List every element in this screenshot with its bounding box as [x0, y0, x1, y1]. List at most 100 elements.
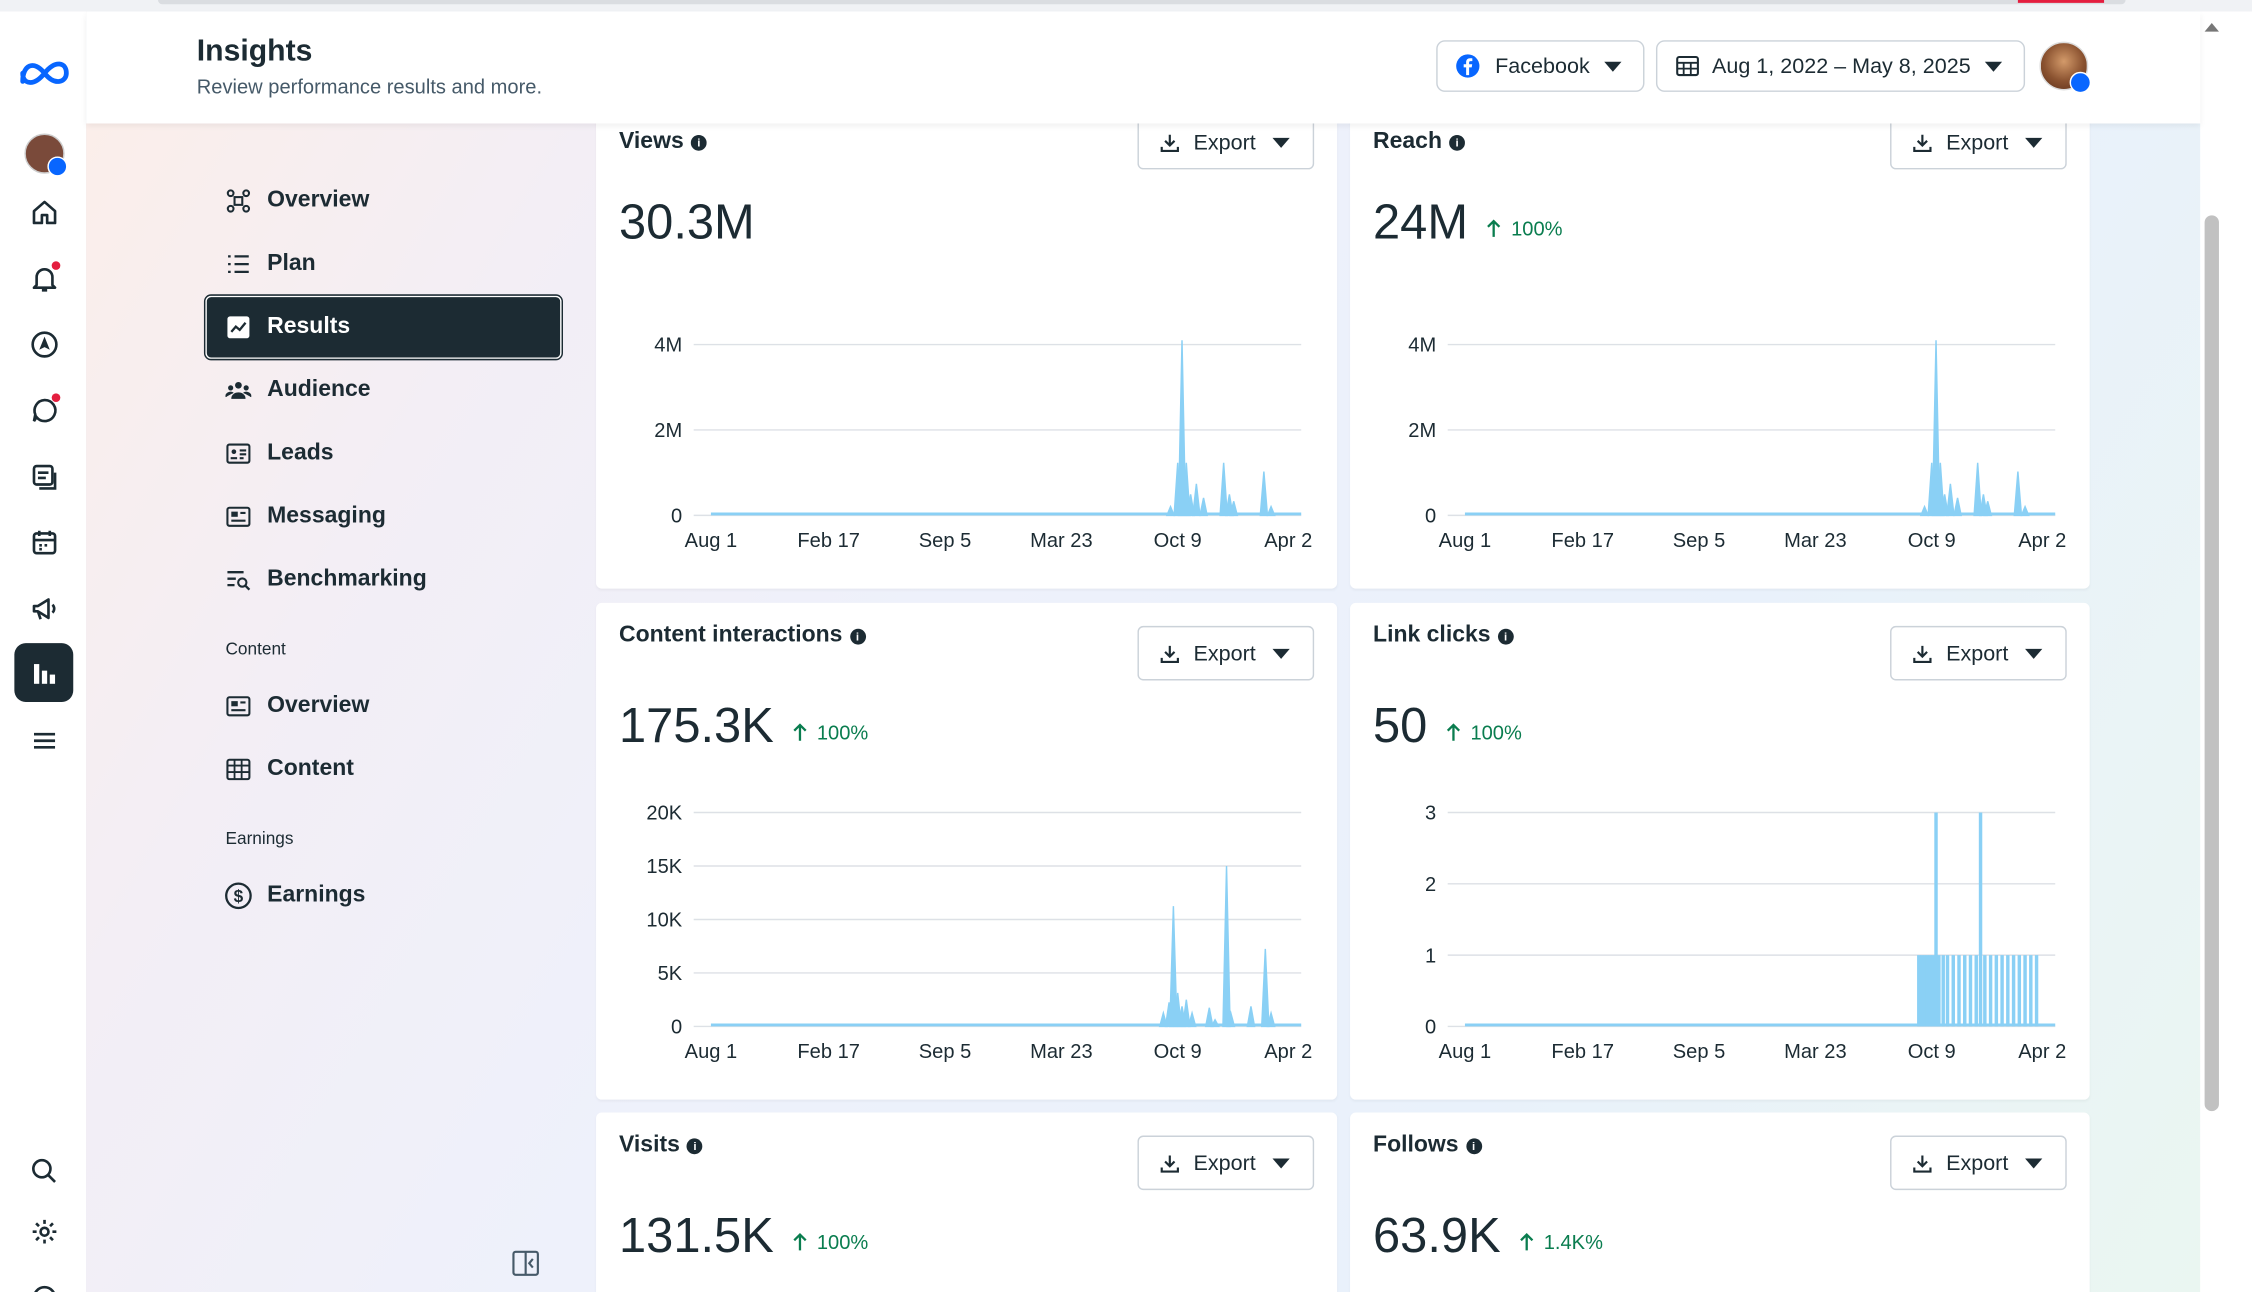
- export-button[interactable]: Export: [1890, 1135, 2067, 1191]
- card-value: 50 100%: [1373, 699, 1522, 755]
- link-clicks-chart: 0 1 2 3 Aug 1 Feb 17 Sep 5 Mar 23 Oct 9 Apr 2: [1425, 803, 2066, 1063]
- scroll-up-arrow-icon[interactable]: [2204, 22, 2219, 32]
- info-icon[interactable]: i: [1449, 134, 1465, 151]
- download-icon: [1160, 645, 1179, 663]
- bar-mark: [1917, 955, 1921, 1027]
- bar-mark: [1963, 955, 1967, 1027]
- scrollbar-thumb[interactable]: [2204, 215, 2219, 1112]
- y-tick-label: 1: [1425, 945, 1436, 967]
- delta-badge: 100%: [1445, 721, 1522, 744]
- bar-mark: [2034, 955, 2039, 1027]
- x-tick-label: Oct 9: [1908, 530, 1956, 552]
- nav-item-label: Results: [267, 314, 351, 339]
- vertical-scrollbar[interactable]: [2200, 11, 2224, 1292]
- search-icon[interactable]: [14, 1141, 73, 1200]
- nav-item-label: Audience: [267, 377, 371, 402]
- y-tick-label: 2: [1425, 874, 1436, 896]
- x-tick-label: Oct 9: [1154, 1041, 1202, 1063]
- menu-hamburger-icon[interactable]: [14, 711, 73, 770]
- facebook-badge-icon: [2069, 71, 2092, 94]
- dollar-icon: $: [224, 881, 253, 910]
- info-icon[interactable]: i: [690, 134, 707, 151]
- nav-item-plan[interactable]: Plan: [205, 233, 561, 296]
- posts-stack-icon[interactable]: [14, 446, 73, 505]
- info-icon[interactable]: i: [1465, 1137, 1482, 1154]
- nav-item-earnings[interactable]: $ Earnings: [205, 864, 561, 927]
- platform-selector[interactable]: Facebook: [1436, 40, 1645, 92]
- delta-badge: 100%: [791, 721, 868, 744]
- bar-mark: [1983, 955, 1987, 1027]
- download-icon: [1160, 1154, 1179, 1172]
- x-tick-label: Feb 17: [1551, 530, 1614, 552]
- y-tick-label: 15K: [646, 856, 682, 878]
- facebook-logo-icon: [1456, 54, 1480, 78]
- nav-item-messaging[interactable]: Messaging: [205, 485, 561, 548]
- export-button[interactable]: Export: [1890, 625, 2067, 681]
- insights-bars-icon[interactable]: [14, 643, 74, 702]
- card-title-text: Reach: [1373, 129, 1443, 154]
- nav-item-audience[interactable]: Audience: [205, 359, 561, 422]
- bar-mark: [1919, 955, 1924, 1027]
- page-avatar[interactable]: [14, 123, 73, 182]
- notifications-bell-icon[interactable]: [14, 248, 73, 307]
- nav-item-results[interactable]: Results: [203, 294, 563, 361]
- spike-mark: [2020, 504, 2030, 517]
- delta-text: 100%: [816, 1230, 869, 1254]
- nav-item-benchmarking[interactable]: Benchmarking: [205, 548, 561, 611]
- bar-mark: [1951, 955, 1955, 1027]
- card-value: 131.5K 100%: [619, 1209, 868, 1265]
- meta-logo-icon[interactable]: [14, 43, 73, 102]
- spike-mark: [1222, 865, 1231, 1028]
- delta-text: 1.4K%: [1543, 1230, 1603, 1254]
- x-tick-label: Mar 23: [1030, 1041, 1093, 1063]
- x-tick-label: Apr 2: [1264, 1041, 1312, 1063]
- nav-item-label: Content: [267, 756, 354, 781]
- y-tick-label: 5K: [658, 963, 683, 985]
- bar-mark: [2029, 955, 2033, 1027]
- bar-mark: [1934, 812, 1938, 1027]
- overview-icon: [224, 187, 253, 216]
- bar-mark: [1945, 955, 1950, 1027]
- nav-item-label: Overview: [267, 693, 370, 718]
- spike-mark: [1259, 471, 1269, 517]
- card-link-clicks: 0 1 2 3 Aug 1 Feb 17 Sep 5 Mar 23 Oct 9 Apr 2 Lin…: [1350, 602, 2090, 1100]
- download-icon: [1913, 1154, 1932, 1172]
- nav-item-label: Leads: [267, 440, 334, 466]
- export-button[interactable]: Export: [1137, 1135, 1315, 1191]
- spike-mark: [1158, 1010, 1168, 1028]
- left-rail: [0, 11, 88, 1292]
- calendar-icon[interactable]: [14, 512, 73, 571]
- collapse-sidebar-icon[interactable]: [511, 1249, 540, 1278]
- compass-icon[interactable]: [14, 314, 73, 373]
- home-icon[interactable]: [14, 182, 73, 241]
- x-tick-label: Sep 5: [1673, 530, 1726, 552]
- benchmarking-icon: [224, 566, 253, 595]
- settings-gear-icon[interactable]: [14, 1202, 73, 1261]
- help-icon[interactable]: [14, 1268, 73, 1292]
- arrow-up-icon: [793, 1232, 807, 1251]
- card-value-text: 24M: [1373, 195, 1469, 250]
- nav-item-content[interactable]: Content: [205, 738, 561, 801]
- page-header: Insights Review performance results and …: [86, 11, 2201, 124]
- nav-item-overview[interactable]: Overview: [205, 169, 561, 232]
- date-range-picker[interactable]: Aug 1, 2022 – May 8, 2025: [1655, 40, 2026, 92]
- nav-item-content-overview[interactable]: Overview: [205, 675, 561, 738]
- spike-mark: [1229, 501, 1239, 517]
- card-value: 175.3K 100%: [619, 699, 868, 755]
- export-button[interactable]: Export: [1137, 625, 1315, 681]
- content-overview-icon: [224, 692, 253, 721]
- card-content-interactions: 0 5K 10K 15K 20K Aug 1 Feb 17 Sep 5 Mar 23 Oct 9 A…: [596, 602, 1338, 1100]
- nav-item-leads[interactable]: Leads: [205, 422, 561, 485]
- chat-bubble-icon[interactable]: [14, 380, 73, 439]
- x-tick-label: Feb 17: [797, 1041, 860, 1063]
- card-title: Follows i: [1373, 1133, 1482, 1159]
- info-icon[interactable]: i: [849, 628, 866, 644]
- user-avatar[interactable]: [2039, 41, 2092, 94]
- x-tick-label: Apr 2: [2018, 1041, 2066, 1063]
- megaphone-icon[interactable]: [14, 579, 73, 638]
- card-follows: Follows i Export 63.9K 1.4K%: [1350, 1112, 2090, 1292]
- info-icon[interactable]: i: [1497, 628, 1514, 644]
- info-icon[interactable]: i: [687, 1137, 703, 1154]
- spike-mark: [1187, 1010, 1197, 1028]
- card-title-text: Views: [619, 129, 684, 154]
